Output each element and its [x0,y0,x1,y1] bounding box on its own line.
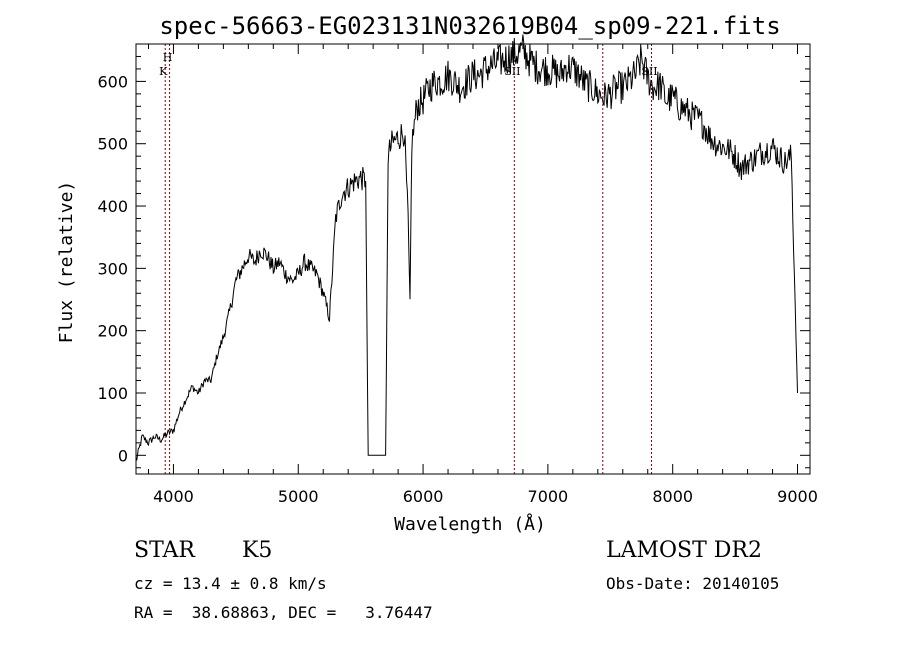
x-tick-label: 6000 [403,487,444,506]
y-tick-label: 200 [97,322,128,341]
ra-dec-coordinates: RA = 38.68863, DEC = 3.76447 [134,603,433,622]
y-tick-label: 300 [97,259,128,278]
y-tick-label: 100 [97,384,128,403]
x-axis-label: Wavelength (Å) [394,513,546,535]
observation-date: Obs-Date: 20140105 [606,574,780,593]
spectral-line-label: K [159,65,168,78]
x-tick-label: 4000 [153,487,194,506]
y-tick-label: 400 [97,197,128,216]
redshift-cz: cz = 13.4 ± 0.8 km/s [134,574,327,593]
object-subclass: K5 [242,538,273,563]
y-tick-label: 0 [118,446,128,465]
x-tick-label: 8000 [652,487,693,506]
x-tick-label: 5000 [278,487,319,506]
y-axis-label: Flux (relative) [56,181,77,344]
y-tick-label: 500 [97,135,128,154]
x-tick-label: 7000 [528,487,569,506]
spectrum-series-line [135,34,798,461]
spectral-line-label: SII [641,65,657,78]
object-class: STAR [134,538,195,563]
chart-title: spec-56663-EG023131N032619B04_sp09-221.f… [159,12,780,40]
spectral-line-label: H [163,51,173,64]
survey-name: LAMOST DR2 [606,538,762,563]
x-tick-label: 9000 [777,487,818,506]
y-tick-label: 600 [97,72,128,91]
plot-frame [135,43,811,475]
